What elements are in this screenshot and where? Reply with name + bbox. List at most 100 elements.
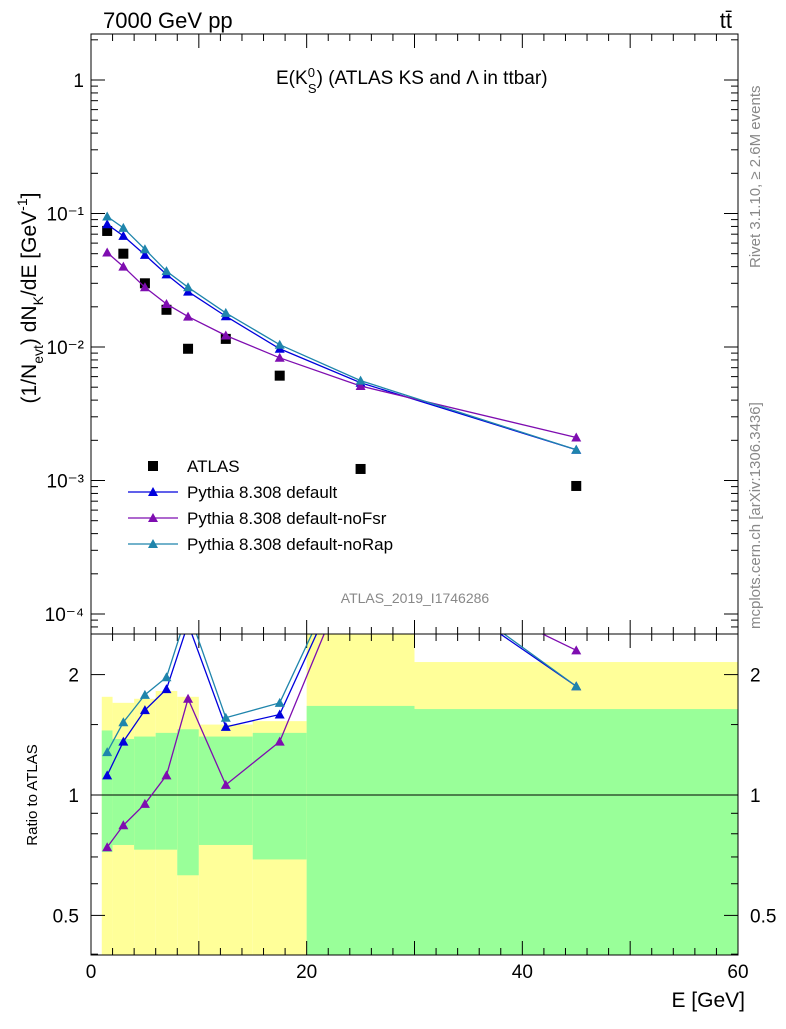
mc-data-point — [183, 311, 194, 321]
main-y-tick-label: 10⁻³ — [47, 472, 85, 493]
ratio-data-point — [183, 693, 194, 703]
ratio-data-point — [139, 705, 150, 715]
ratio-data-point — [220, 721, 231, 731]
atlas-data-point — [183, 343, 194, 354]
mc-data-point — [161, 298, 172, 308]
x-tick-label: 60 — [727, 962, 748, 983]
mc-data-point — [102, 247, 113, 257]
main-y-tick-label: 1 — [73, 71, 84, 92]
mc-series-line — [106, 215, 577, 451]
legend-marker-triangle — [148, 539, 158, 548]
ratio-uncertainty-bands — [101, 634, 738, 955]
legend-label: Pythia 8.308 default-noRap — [187, 535, 393, 554]
mc-data-point — [274, 352, 285, 362]
ratio-panel-grid: 0.5 0.5 1 1 2 2 — [53, 634, 776, 955]
main-y-tick-label: 10⁻¹ — [47, 205, 85, 226]
atlas-data-point — [161, 304, 172, 315]
ratio-data-point — [102, 747, 113, 757]
atlas-data-point — [571, 480, 582, 491]
ratio-data-point — [274, 697, 285, 707]
ratio-data-point — [139, 689, 150, 699]
mc-data-point — [571, 444, 582, 454]
legend-label: ATLAS — [187, 457, 240, 476]
mc-data-point — [274, 339, 285, 349]
mc-data-point — [139, 244, 150, 254]
ratio-y-tick-label-right: 0.5 — [750, 906, 776, 927]
ratio-y-tick-label: 0.5 — [53, 906, 79, 927]
ratio-stat-uncertainty-band — [198, 736, 253, 845]
mc-data-point — [355, 381, 366, 391]
mc-data-point — [183, 282, 194, 292]
mc-data-point — [571, 432, 582, 442]
ratio-data-point — [220, 712, 231, 722]
mc-data-point — [161, 266, 172, 276]
x-axis-label: E [GeV] — [671, 989, 745, 1012]
atlas-data-point — [274, 370, 285, 381]
ratio-data-point — [571, 681, 582, 691]
ratio-y-tick-label: 1 — [68, 786, 79, 807]
ratio-data-point — [571, 645, 582, 655]
ratio-data-point — [118, 820, 129, 830]
mc-data-point — [102, 211, 113, 221]
ratio-data-point — [161, 672, 172, 682]
ratio-stat-uncertainty-band — [177, 729, 199, 876]
ratio-y-tick-label-right: 2 — [750, 666, 761, 687]
mc-series-line — [106, 223, 577, 451]
ratio-data-point — [161, 684, 172, 694]
mcplots-label: mcplots.cern.ch [arXiv:1306.3436] — [747, 402, 764, 629]
ratio-data-point — [139, 798, 150, 808]
ratio-series-line — [106, 634, 577, 753]
main-y-tick-label: 10⁻⁴ — [45, 605, 84, 626]
mc-data-point — [139, 249, 150, 259]
ratio-data-point — [183, 619, 193, 628]
ratio-y-tick-label: 2 — [68, 666, 79, 687]
mc-series-line — [106, 252, 577, 439]
mc-data-point — [102, 219, 113, 229]
mc-data-point — [118, 230, 129, 240]
mc-data-point — [355, 375, 366, 385]
mc-data-point — [118, 222, 129, 232]
legend-marker-triangle — [148, 513, 158, 522]
main-y-tick-label: 10⁻² — [47, 338, 85, 359]
ratio-stat-uncertainty-band — [101, 730, 113, 853]
atlas-data-point — [355, 463, 366, 474]
ratio-data-point — [183, 605, 193, 614]
ratio-data-point — [102, 842, 113, 852]
mc-data-point — [139, 282, 150, 292]
legend-marker-square — [148, 461, 158, 471]
ratio-stat-uncertainty-band — [112, 739, 135, 845]
plot-title: E(K0 S) (ATLAS KS and Λ in ttbar) — [276, 65, 548, 96]
mc-data-point — [118, 261, 129, 271]
analysis-id: ATLAS_2019_I1746286 — [341, 590, 490, 606]
ratio-data-point — [161, 770, 172, 780]
ratio-stat-uncertainty-band — [306, 705, 415, 955]
ratio-data-point — [274, 736, 285, 746]
energy-label: 7000 GeV pp — [103, 8, 233, 33]
legend-label: Pythia 8.308 default-noFsr — [187, 509, 387, 528]
ratio-stat-uncertainty-band — [155, 732, 178, 850]
rivet-version-label: Rivet 3.1.10, ≥ 2.6M events — [747, 86, 764, 269]
ratio-data-point — [118, 736, 129, 746]
ratio-y-tick-label-right: 1 — [750, 786, 761, 807]
ratio-stat-uncertainty-band — [414, 709, 738, 955]
ratio-data-point — [274, 709, 285, 719]
x-tick-label: 0 — [86, 962, 97, 983]
ratio-panel-frame — [90, 633, 739, 956]
atlas-data-point — [118, 248, 129, 259]
ratio-y-axis-label: Ratio to ATLAS — [24, 744, 41, 845]
ratio-stat-uncertainty-band — [252, 732, 307, 860]
main-y-axis-label: (1/Nevt) dNK/dE [GeV-1] — [14, 193, 46, 404]
mc-data-point — [220, 330, 231, 340]
ratio-data-point — [220, 779, 231, 789]
ratio-data-point — [118, 717, 129, 727]
main-panel-series — [102, 211, 582, 491]
legend: ATLAS Pythia 8.308 default Pythia 8.308 de… — [128, 457, 393, 554]
ratio-stat-uncertainty-band — [134, 736, 156, 850]
mc-data-point — [220, 307, 231, 317]
ratio-panel-series — [102, 605, 582, 852]
legend-marker-triangle — [148, 487, 158, 496]
ratio-data-point — [102, 770, 113, 780]
process-label: tt̄ — [720, 8, 732, 33]
x-tick-label: 40 — [512, 962, 533, 983]
